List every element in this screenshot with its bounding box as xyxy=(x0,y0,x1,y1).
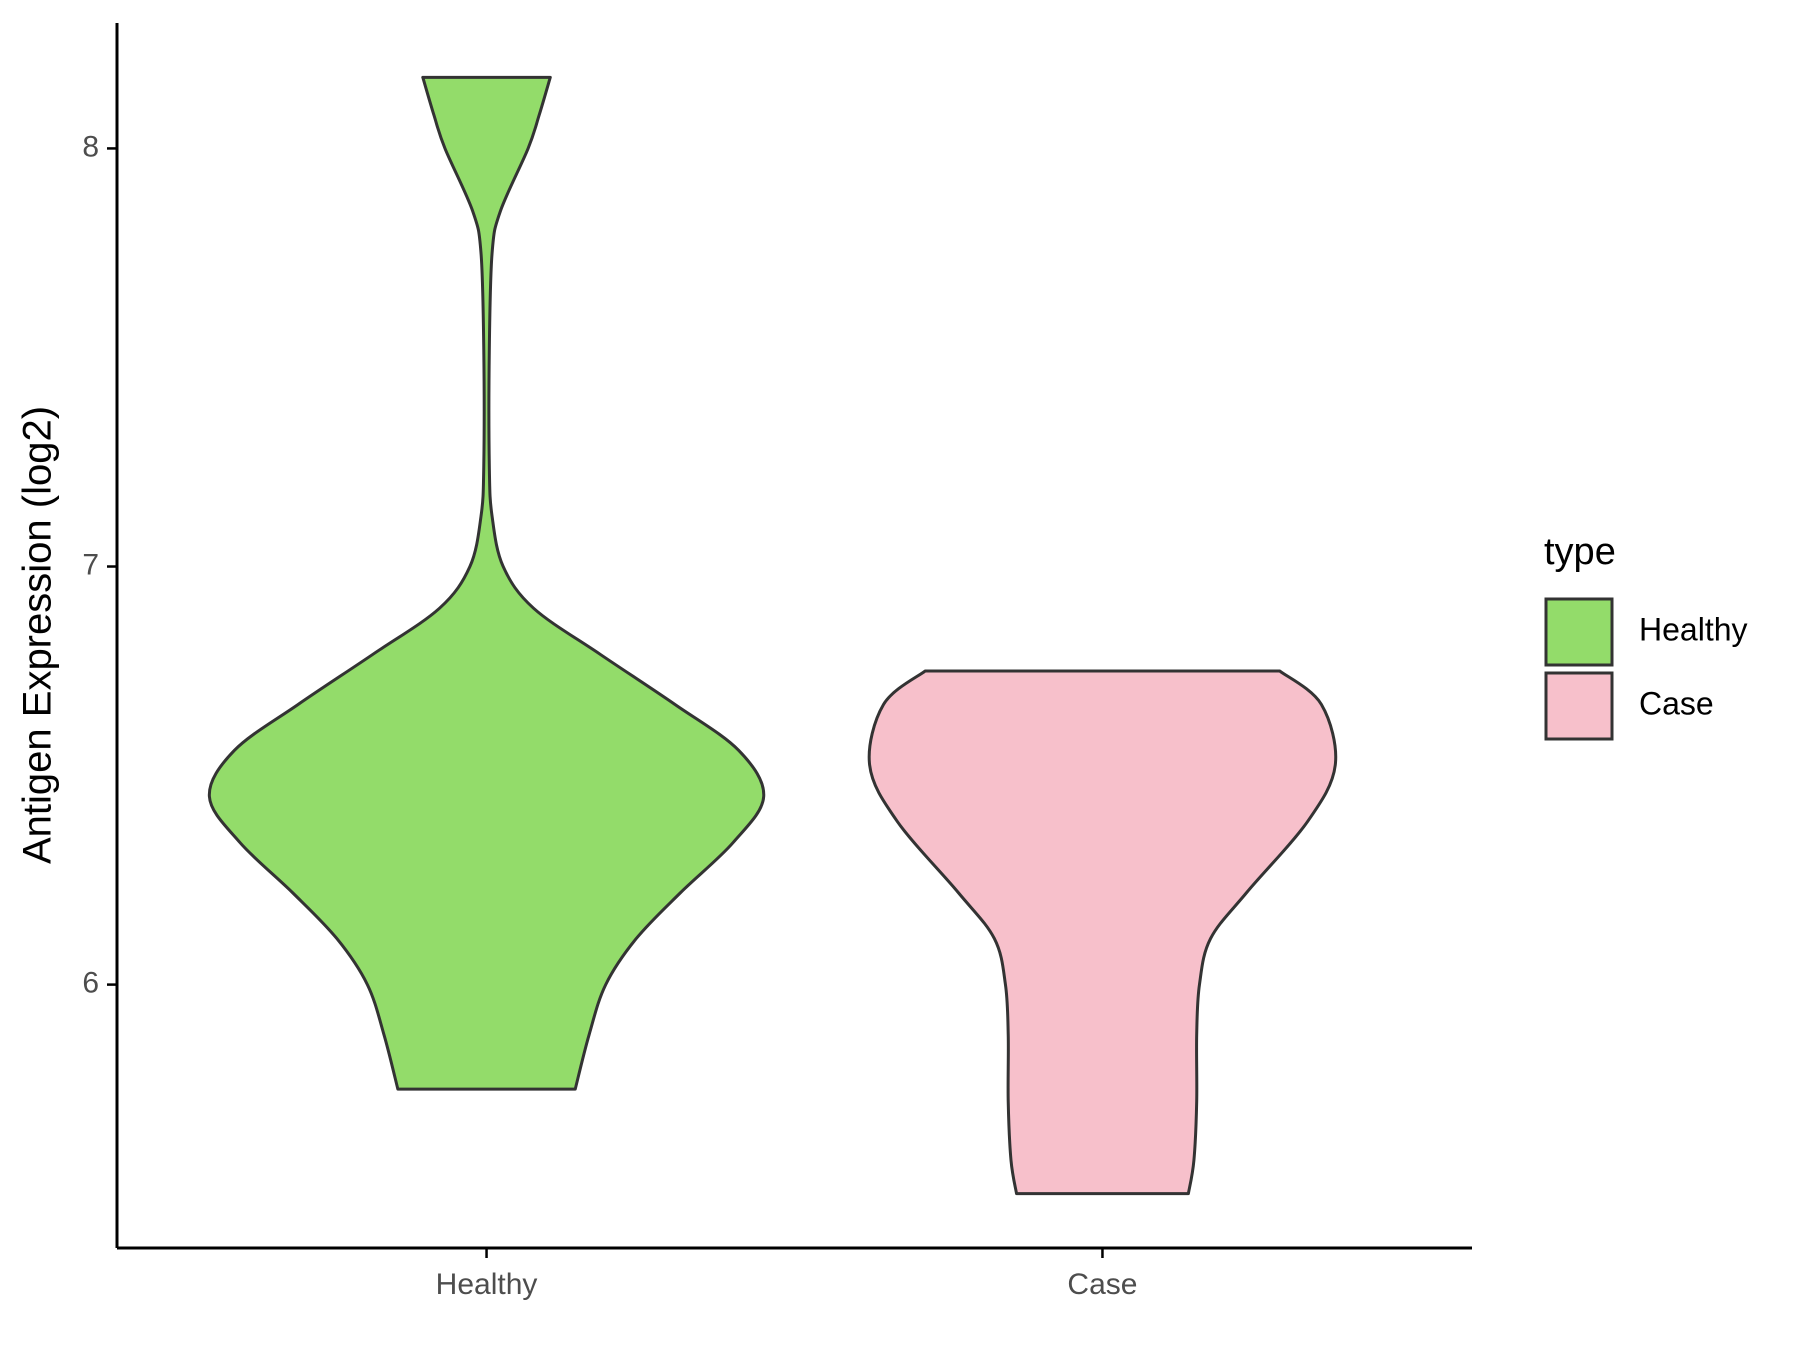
violin xyxy=(207,75,766,1091)
y-axis-title: Antigen Expression (log2) xyxy=(16,406,60,864)
y-tick-label: 6 xyxy=(82,967,99,1000)
x-tick-label: Case xyxy=(1067,1268,1137,1301)
violin xyxy=(867,669,1338,1196)
legend-title: type xyxy=(1544,531,1616,573)
legend-label: Case xyxy=(1639,685,1714,721)
legend-label: Healthy xyxy=(1639,611,1748,647)
x-tick-label: Healthy xyxy=(436,1268,538,1301)
y-tick-label: 8 xyxy=(82,130,99,163)
y-tick-label: 7 xyxy=(82,548,99,581)
legend-key xyxy=(1544,597,1614,667)
legend-key xyxy=(1544,671,1614,741)
